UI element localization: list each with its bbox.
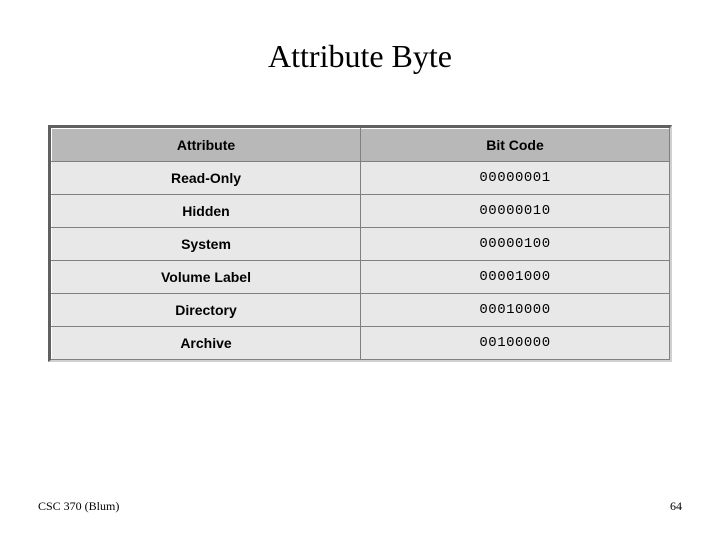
col-header-attribute: Attribute <box>52 129 361 162</box>
attribute-table: Attribute Bit Code Read-Only 00000001 Hi… <box>51 128 670 360</box>
table-header-row: Attribute Bit Code <box>52 129 670 162</box>
cell-bitcode: 00000001 <box>361 162 670 195</box>
cell-bitcode: 00100000 <box>361 327 670 360</box>
cell-attribute: Hidden <box>52 195 361 228</box>
table-row: Read-Only 00000001 <box>52 162 670 195</box>
cell-bitcode: 00001000 <box>361 261 670 294</box>
attribute-table-container: Attribute Bit Code Read-Only 00000001 Hi… <box>48 125 672 362</box>
cell-attribute: Archive <box>52 327 361 360</box>
table-row: Directory 00010000 <box>52 294 670 327</box>
table-row: System 00000100 <box>52 228 670 261</box>
cell-bitcode: 00010000 <box>361 294 670 327</box>
cell-attribute: Directory <box>52 294 361 327</box>
cell-bitcode: 00000100 <box>361 228 670 261</box>
cell-attribute: Volume Label <box>52 261 361 294</box>
footer-course-label: CSC 370 (Blum) <box>38 499 119 514</box>
table-row: Hidden 00000010 <box>52 195 670 228</box>
col-header-bitcode: Bit Code <box>361 129 670 162</box>
cell-attribute: System <box>52 228 361 261</box>
table-row: Archive 00100000 <box>52 327 670 360</box>
cell-attribute: Read-Only <box>52 162 361 195</box>
slide-title: Attribute Byte <box>0 0 720 95</box>
table-row: Volume Label 00001000 <box>52 261 670 294</box>
cell-bitcode: 00000010 <box>361 195 670 228</box>
footer-page-number: 64 <box>670 499 682 514</box>
